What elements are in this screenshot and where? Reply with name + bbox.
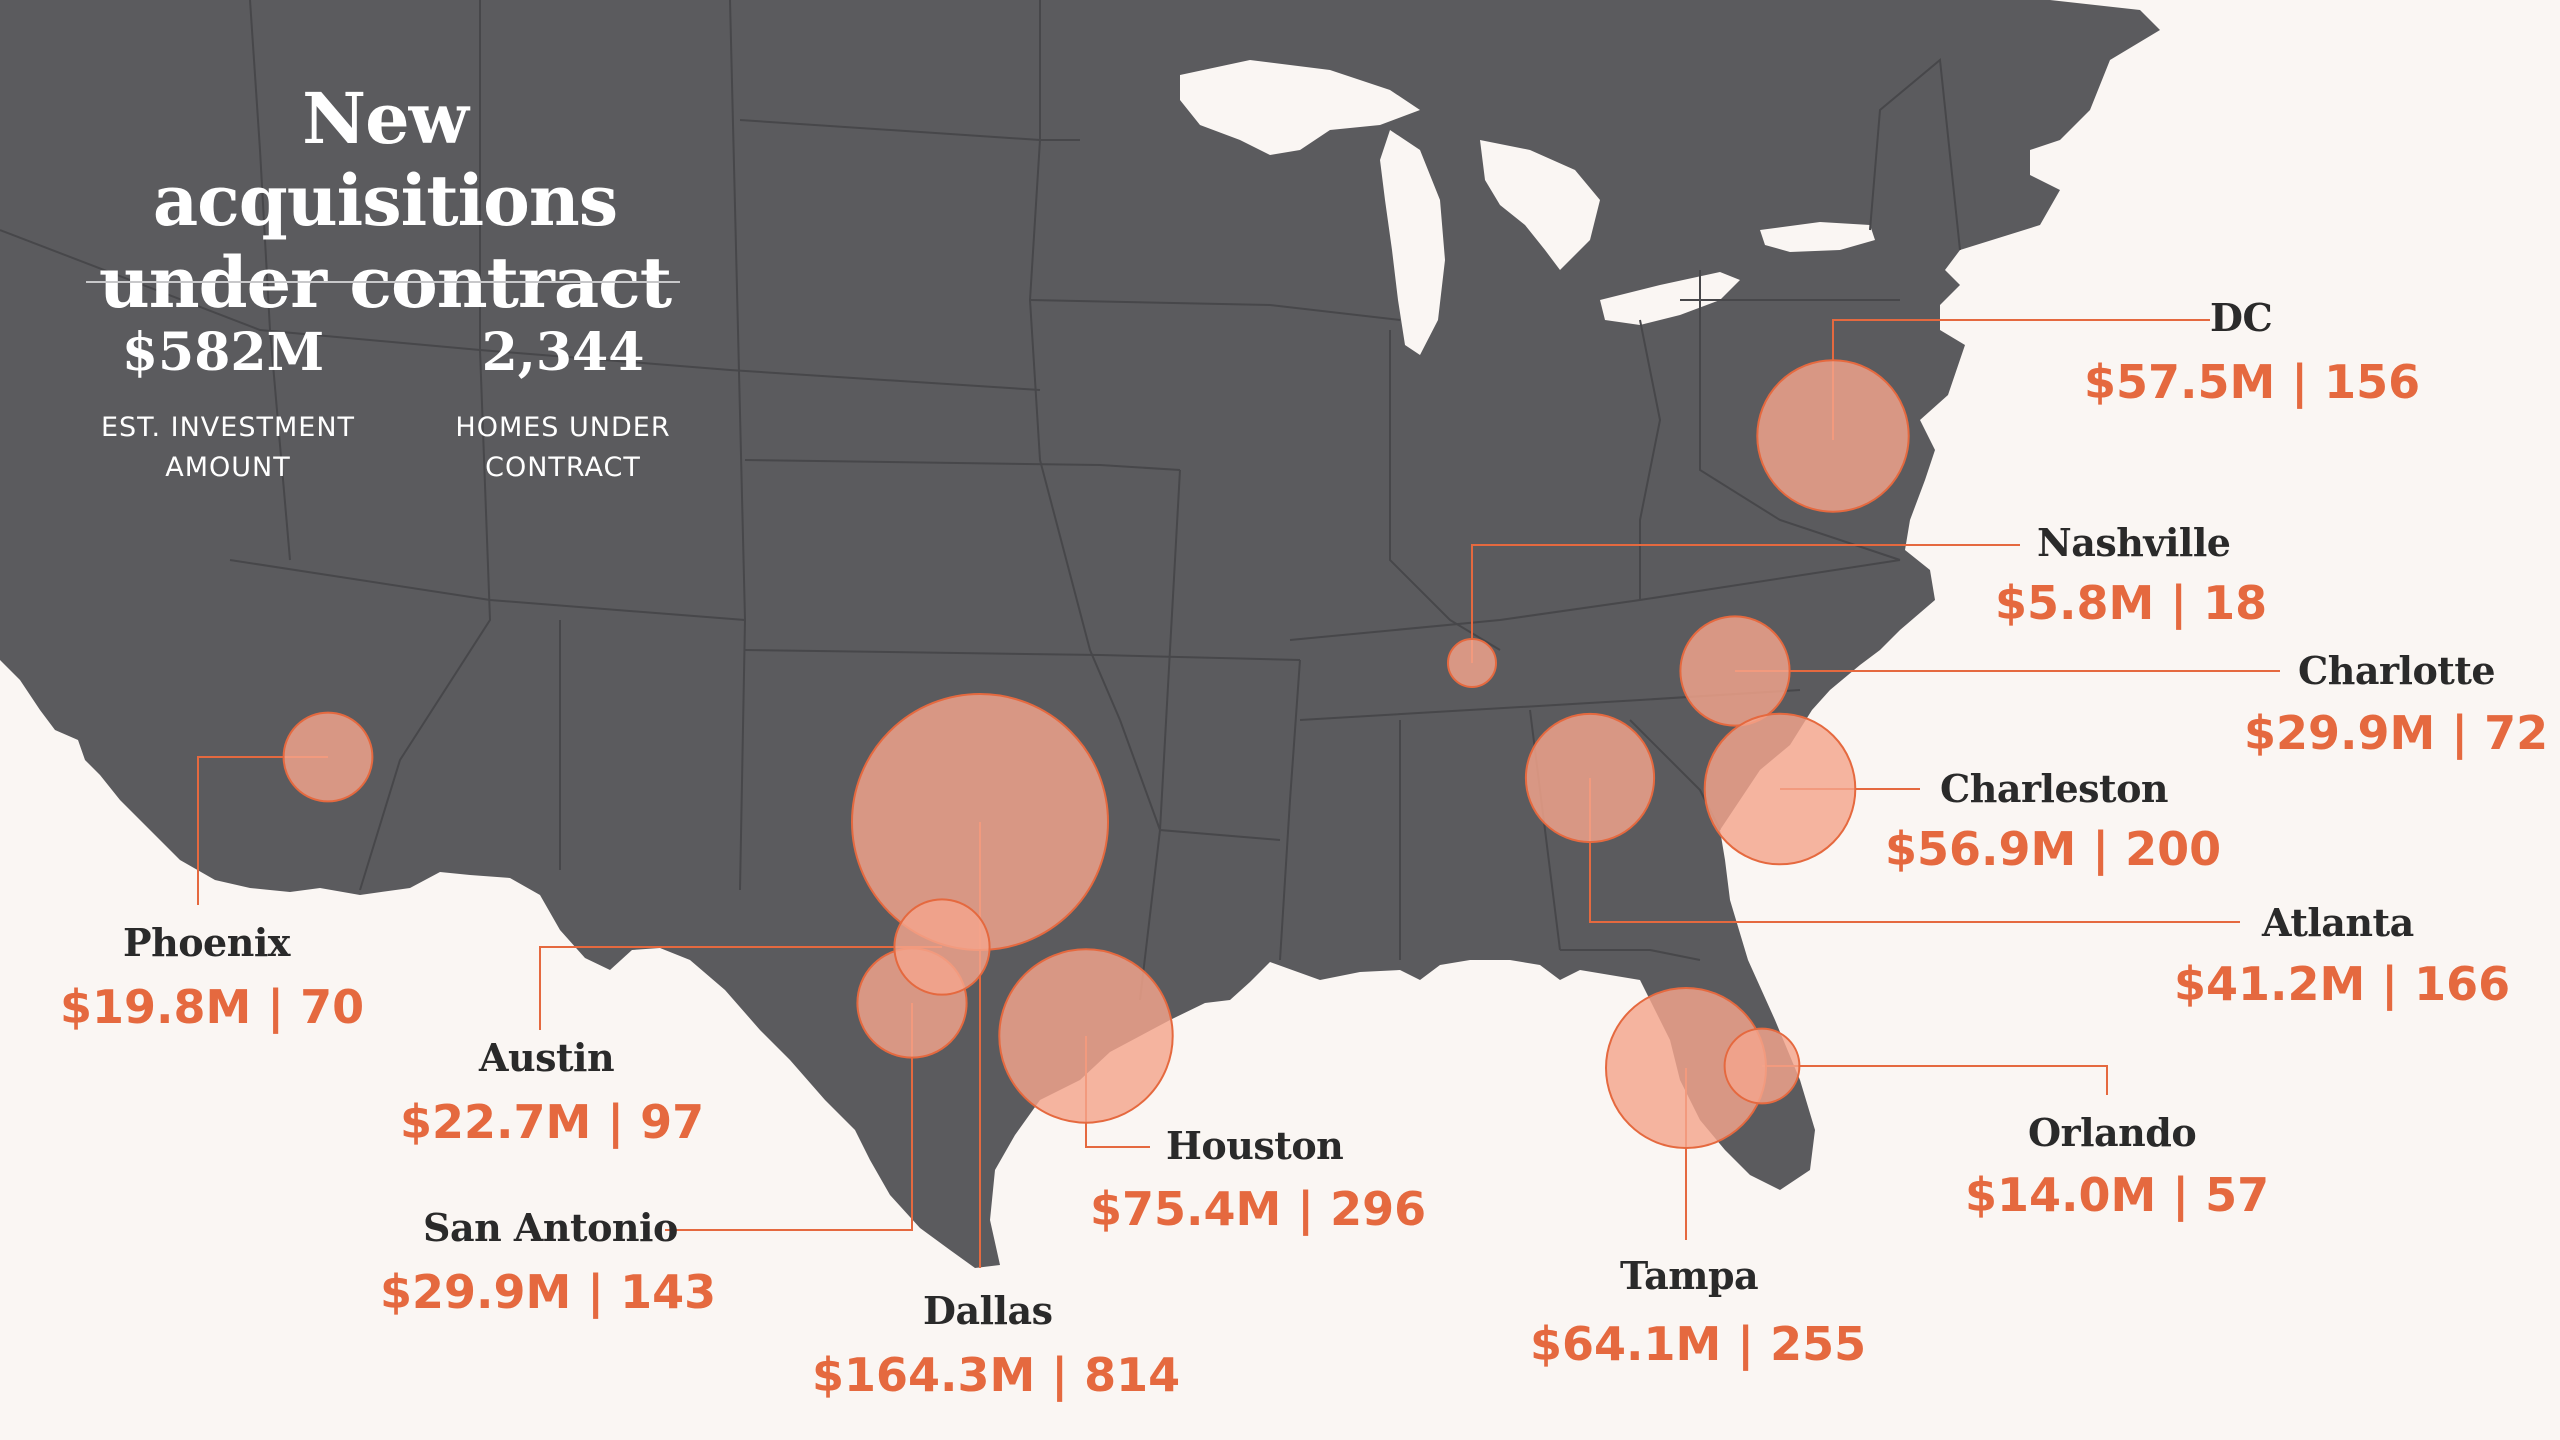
bubble-phoenix[interactable] xyxy=(282,711,374,803)
label-tampa-stat: $64.1M | 255 xyxy=(1530,1317,1867,1371)
page-title: New acquisitions under contract xyxy=(98,77,672,324)
investment-label: EST. INVESTMENT AMOUNT xyxy=(100,412,356,483)
state-border-line xyxy=(1119,719,1281,841)
label-atlanta-name: Atlanta xyxy=(2262,900,2414,945)
bubble-orlando[interactable] xyxy=(1723,1027,1801,1105)
state-border-line xyxy=(1279,659,1301,961)
label-houston-stat: $75.4M | 296 xyxy=(1090,1182,1427,1236)
label-dc-stat: $57.5M | 156 xyxy=(2084,355,2421,409)
state-border-line xyxy=(1139,469,1181,1001)
label-san-antonio-name: San Antonio xyxy=(423,1205,678,1250)
bubble-houston[interactable] xyxy=(998,948,1174,1124)
lake-ontario xyxy=(1760,222,1875,252)
label-charleston-name: Charleston xyxy=(1940,766,2169,811)
label-san-antonio-stat: $29.9M | 143 xyxy=(380,1265,717,1319)
state-border-line xyxy=(744,649,1301,661)
bubble-nashville[interactable] xyxy=(1447,638,1497,688)
state-border-line xyxy=(0,229,481,351)
state-border-line xyxy=(249,0,291,561)
label-austin-stat: $22.7M | 97 xyxy=(400,1095,705,1149)
state-borders xyxy=(0,0,1961,1001)
label-charleston-stat: $56.9M | 200 xyxy=(1885,822,2222,876)
state-border-line xyxy=(1869,58,1961,251)
state-border-line xyxy=(1389,330,1501,651)
bubble-charleston[interactable] xyxy=(1703,712,1857,866)
bubble-dc[interactable] xyxy=(1756,359,1910,513)
lake-superior xyxy=(1180,60,1420,155)
homes-value: 2,344 xyxy=(481,322,645,383)
homes-label: HOMES UNDER CONTRACT xyxy=(455,412,671,483)
label-orlando-name: Orlando xyxy=(2028,1110,2197,1155)
state-border-line xyxy=(1639,319,1662,600)
leader-orlando xyxy=(1762,1065,2108,1095)
state-border-line xyxy=(1560,949,1701,961)
label-orlando-stat: $14.0M | 57 xyxy=(1965,1168,2270,1222)
bubble-dallas[interactable] xyxy=(851,693,1109,951)
lake-erie xyxy=(1600,272,1740,325)
state-border-line xyxy=(229,559,746,621)
bubbles xyxy=(282,359,1910,1149)
divider xyxy=(86,281,680,283)
state-border-line xyxy=(479,349,1041,391)
state-border-line xyxy=(729,0,747,891)
label-nashville-stat: $5.8M | 18 xyxy=(1995,576,2268,630)
label-dallas-name: Dallas xyxy=(923,1288,1053,1333)
investment-value: $582M xyxy=(121,322,325,383)
label-dc-name: DC xyxy=(2210,295,2273,340)
label-tampa-name: Tampa xyxy=(1620,1253,1759,1298)
state-border-line xyxy=(359,0,492,891)
label-charlotte-stat: $29.9M | 72 xyxy=(2244,706,2549,760)
state-border-line xyxy=(1028,0,1121,721)
leader-austin xyxy=(539,946,942,1030)
label-atlanta-stat: $41.2M | 166 xyxy=(2174,957,2511,1011)
bubble-austin[interactable] xyxy=(893,898,991,996)
label-dallas-stat: $164.3M | 814 xyxy=(812,1348,1181,1402)
leader-san-antonio xyxy=(665,1003,913,1231)
label-nashville-name: Nashville xyxy=(2037,520,2231,565)
state-border-line xyxy=(1289,559,1901,641)
label-phoenix-name: Phoenix xyxy=(123,920,290,965)
lake-huron xyxy=(1480,140,1600,270)
state-border-line xyxy=(1699,270,1901,561)
label-phoenix-stat: $19.8M | 70 xyxy=(60,980,365,1034)
state-border-line xyxy=(744,459,1181,471)
bubble-atlanta[interactable] xyxy=(1524,712,1656,844)
label-austin-name: Austin xyxy=(479,1035,615,1080)
leader-nashville xyxy=(1471,544,2020,663)
label-houston-name: Houston xyxy=(1166,1123,1344,1168)
bubble-charlotte[interactable] xyxy=(1679,615,1791,727)
label-charlotte-name: Charlotte xyxy=(2298,648,2496,693)
state-border-line xyxy=(1029,299,1401,321)
lake-michigan xyxy=(1380,130,1445,355)
